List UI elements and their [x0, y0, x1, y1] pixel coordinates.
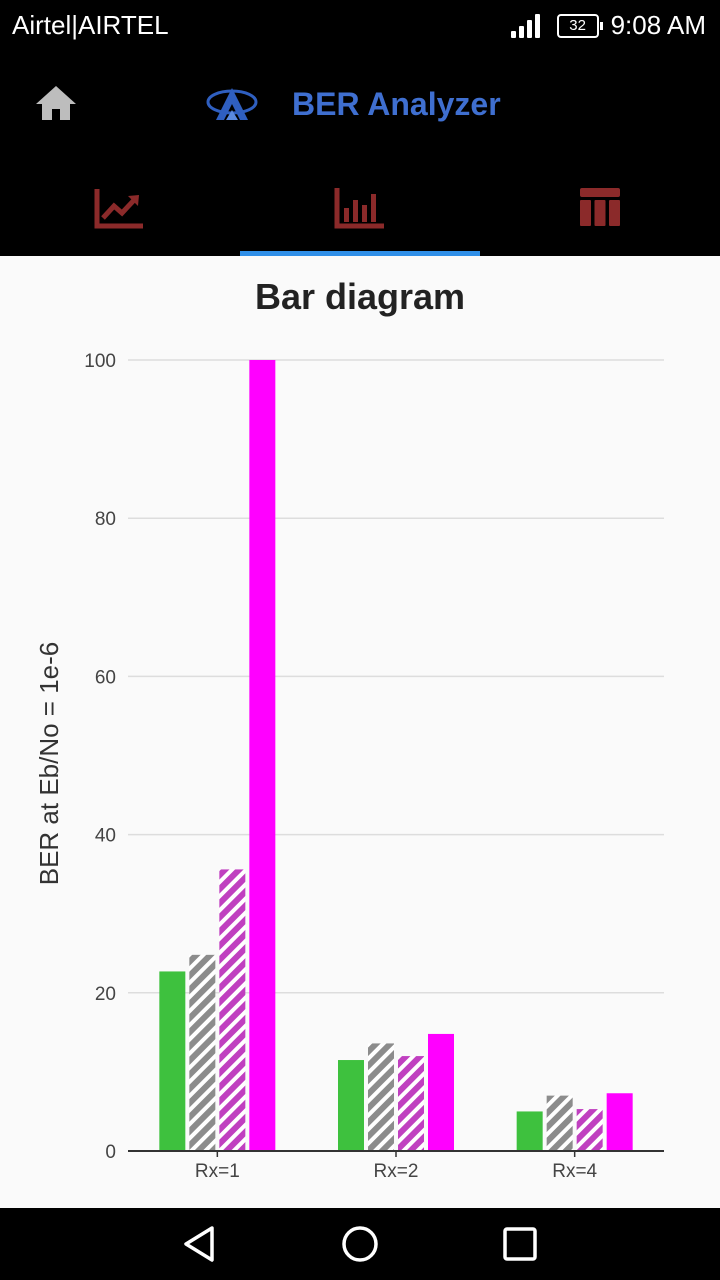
back-button[interactable] [180, 1224, 220, 1264]
status-bar: Airtel|AIRTEL 32 9:08 AM [0, 0, 720, 50]
bar-rx1-series-4 [249, 360, 276, 1151]
y-tick-label: 40 [95, 826, 116, 847]
x-tick-label: Rx=2 [374, 1161, 419, 1182]
bar-rx2-series-3 [398, 1056, 424, 1151]
bar-rx2-series-2 [368, 1043, 394, 1151]
back-icon [184, 1226, 214, 1262]
bar-rx4-series-3 [576, 1109, 603, 1151]
y-tick-label: 0 [105, 1142, 116, 1163]
bar-rx2-series-4 [428, 1033, 454, 1151]
home-nav-button[interactable] [340, 1224, 380, 1264]
system-nav-bar [0, 1208, 720, 1280]
bar-chart-icon [334, 188, 384, 229]
status-right: 32 9:08 AM [510, 10, 706, 41]
x-tick-label: Rx=4 [552, 1161, 597, 1182]
x-tick-label: Rx=1 [195, 1161, 240, 1182]
tab-bar [0, 160, 720, 256]
bar-rx4-series-2 [546, 1095, 573, 1151]
clock: 9:08 AM [610, 10, 706, 40]
bar-rx1-series-2 [189, 954, 216, 1151]
recents-icon [503, 1227, 537, 1261]
app-title: BER Analyzer [292, 86, 501, 122]
y-tick-label: 80 [95, 509, 116, 530]
carrier-name: Airtel|AIRTEL [12, 10, 169, 40]
recents-button[interactable] [500, 1224, 540, 1264]
tab-table[interactable] [480, 160, 720, 256]
chart-panel: 0 20 40 60 80 100 Rx=1 Rx=2 Rx=4 BER at Eb/No = 1… [0, 256, 720, 1208]
home-circle-icon [342, 1226, 378, 1262]
signal-icon [510, 13, 543, 38]
active-tab-indicator [240, 251, 480, 256]
battery-icon: 32 [556, 13, 603, 38]
home-button[interactable] [32, 80, 80, 128]
app-bar: BER Analyzer [0, 50, 720, 160]
table-icon [580, 188, 620, 226]
bar-rx1-series-3 [219, 869, 246, 1151]
chart-title: Bar diagram [254, 276, 466, 317]
bar-chart: 0 20 40 60 80 100 Rx=1 Rx=2 Rx=4 BER at Eb/No = 1… [34, 351, 664, 1182]
line-chart-icon [94, 189, 143, 229]
y-axis-label: BER at Eb/No = 1e-6 [34, 642, 64, 886]
y-tick-label: 20 [95, 984, 116, 1005]
bar-rx1-series-1 [159, 971, 186, 1151]
home-icon [36, 86, 76, 120]
y-tick-label: 60 [95, 667, 116, 688]
y-tick-label: 100 [84, 351, 116, 372]
tab-line-chart[interactable] [0, 160, 240, 256]
bar-rx4-series-4 [606, 1093, 633, 1151]
logo-icon [206, 88, 258, 120]
app-logo [204, 80, 260, 128]
bar-rx4-series-1 [516, 1111, 543, 1151]
tab-bar-chart[interactable] [240, 160, 480, 256]
bar-rx2-series-1 [338, 1060, 364, 1151]
